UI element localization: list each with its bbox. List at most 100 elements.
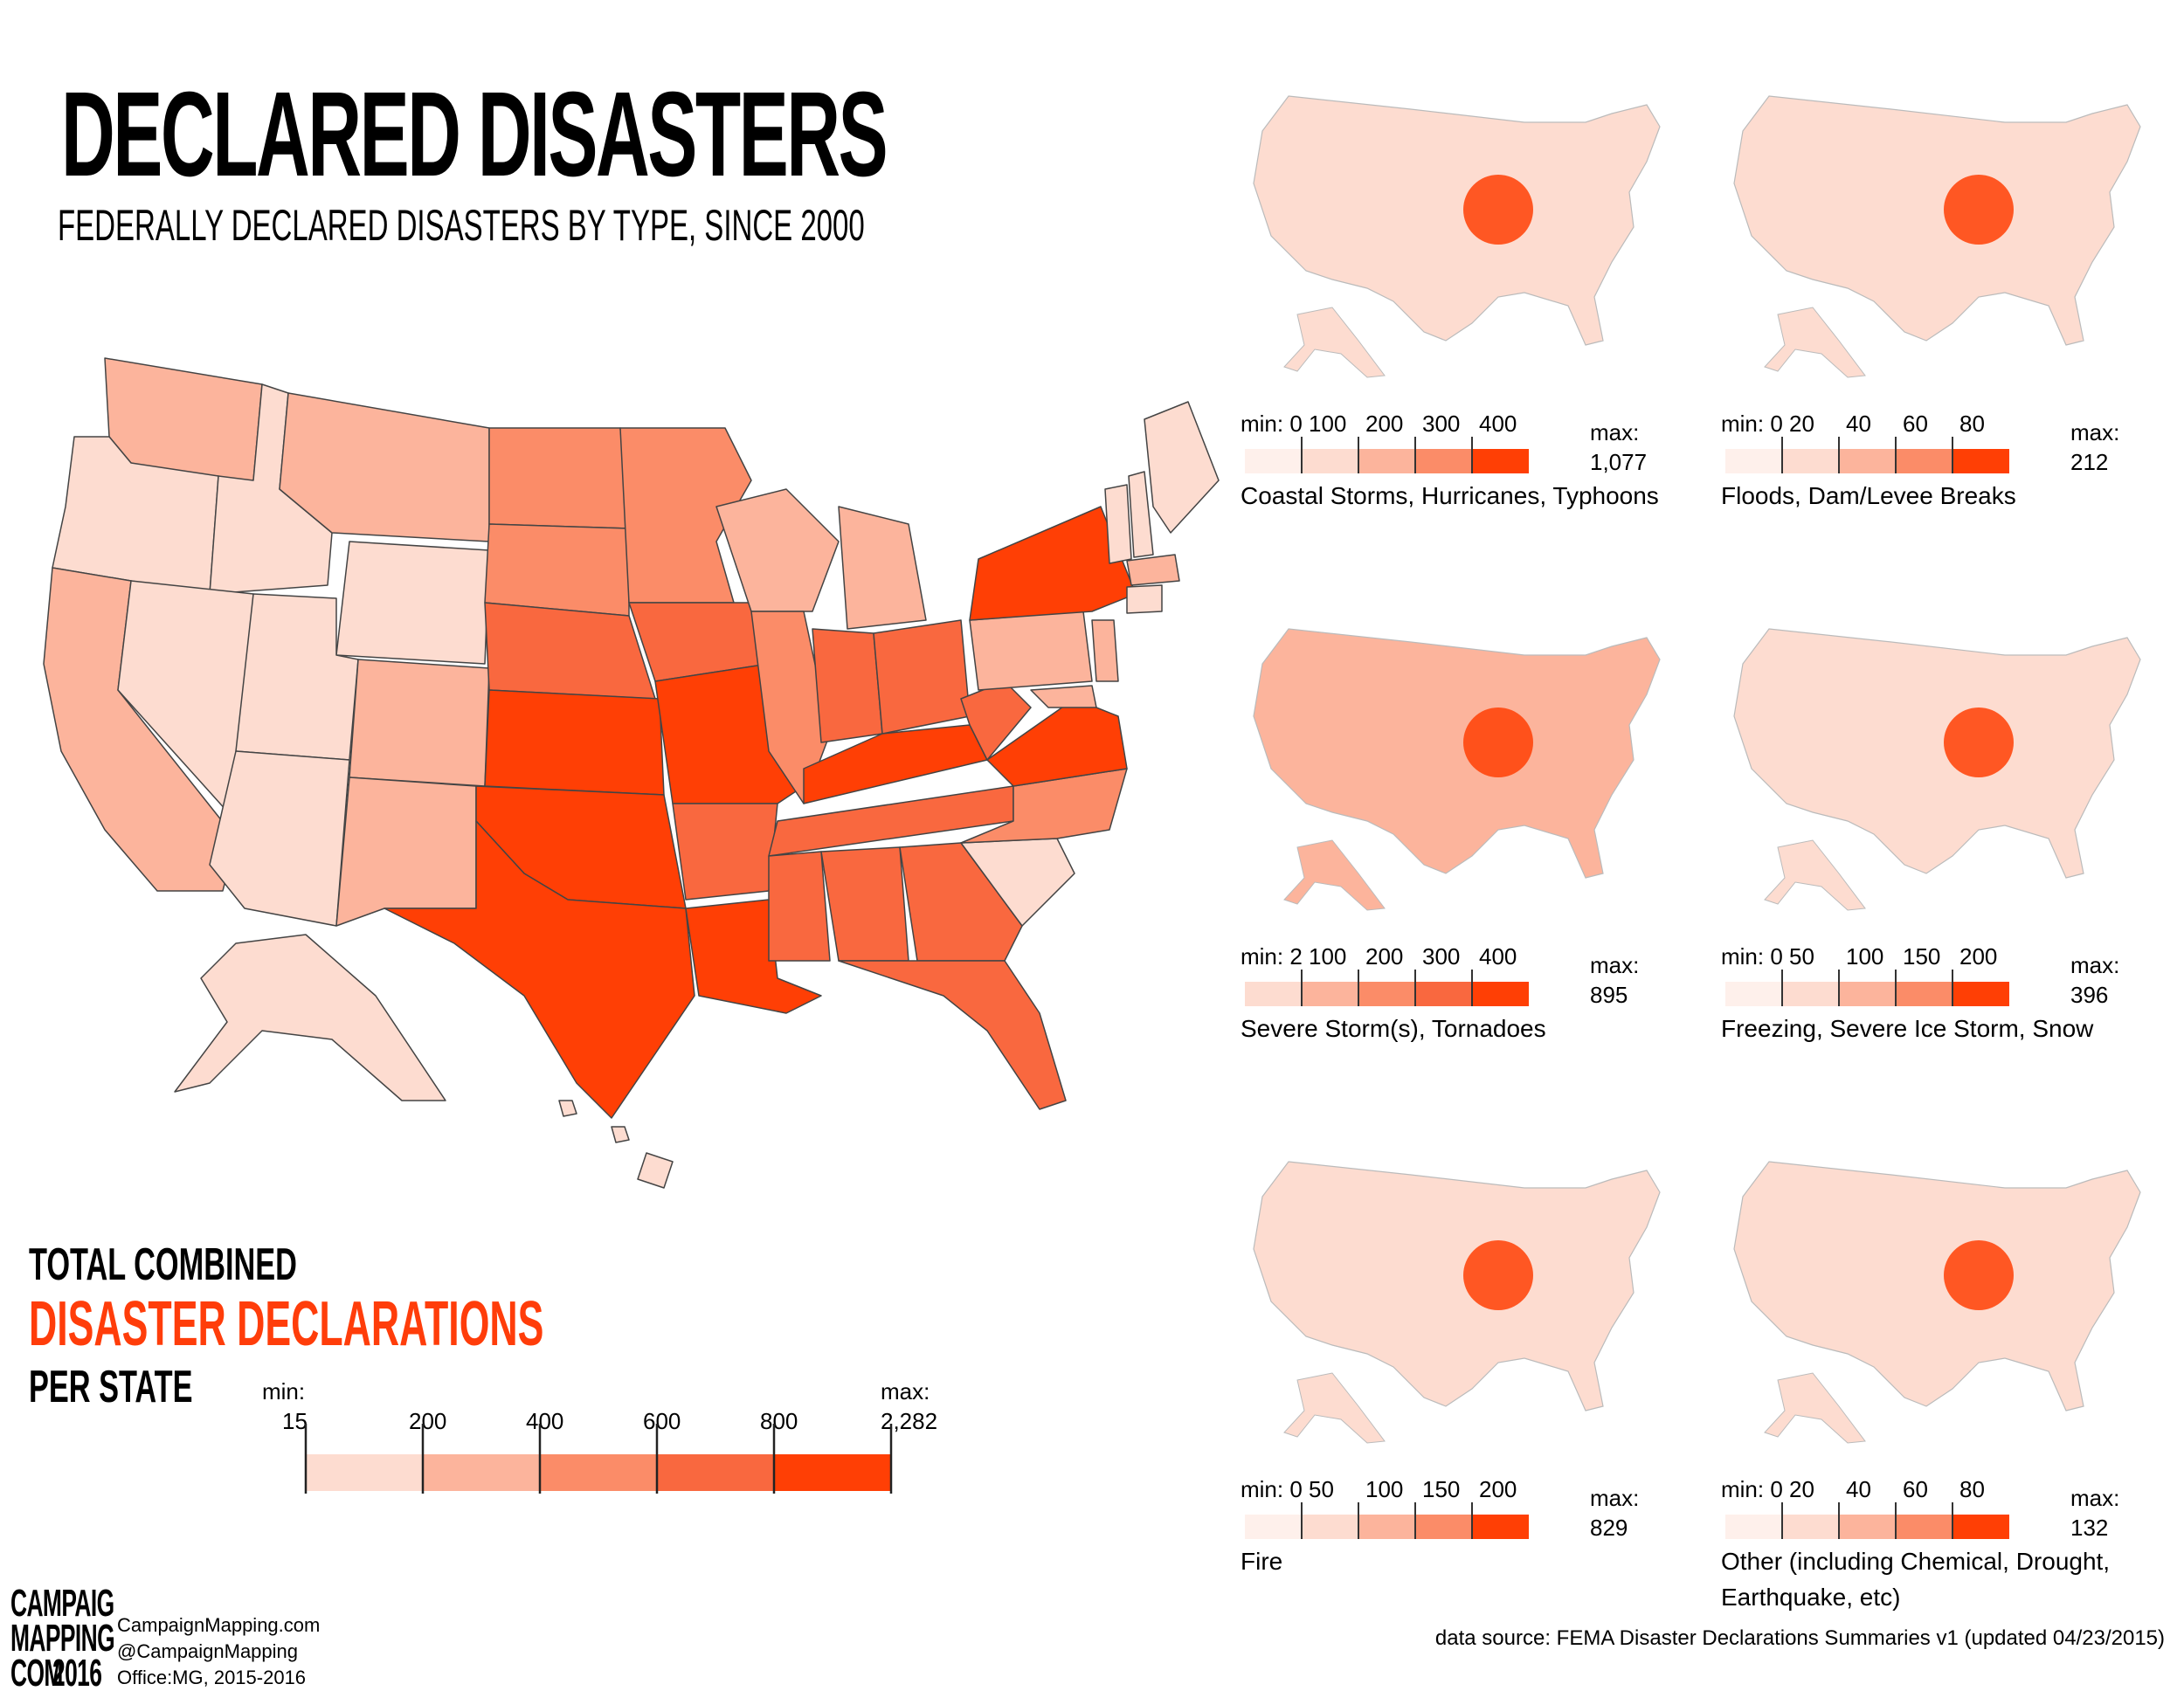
small-map-panel: min: 0 20 40 60 80 max: 212 Floods, Dam/Levee B…	[1712, 79, 2175, 603]
state-new-york	[969, 506, 1137, 621]
state-new-jersey	[1091, 619, 1119, 682]
legend-swatch	[1415, 449, 1472, 473]
credit-office: Office:MG, 2015-2016	[117, 1667, 307, 1688]
legend-tick-label: 20	[1789, 411, 1814, 437]
legend-max-value: 396	[2070, 982, 2109, 1008]
legend-tick-label: 80	[1959, 1476, 1985, 1502]
total-legend-subtitle: PER STATE	[29, 1362, 193, 1412]
state-kansas	[484, 689, 665, 796]
legend-tick-label: 100	[1309, 943, 1347, 970]
total-legend-swatch	[657, 1454, 774, 1491]
legend-tick-label: 300	[1422, 943, 1461, 970]
legend-swatch	[1952, 449, 2009, 473]
legend-tick-label: 40	[1846, 411, 1871, 437]
legend-color-scale	[1725, 1502, 2009, 1539]
state-north-dakota	[488, 427, 630, 529]
state-alaska	[174, 934, 446, 1101]
page-subtitle: FEDERALLY DECLARED DISASTERS BY TYPE, SI…	[58, 201, 865, 250]
legend-swatch	[1896, 982, 1952, 1006]
legend-tick-label: 50	[1309, 1476, 1334, 1502]
state-alaska	[1283, 839, 1386, 911]
legend-max-value: 1,077	[1590, 449, 1648, 475]
legend-swatch	[1725, 449, 1782, 473]
state-vermont	[1104, 484, 1132, 564]
state-massachusetts	[1126, 554, 1180, 586]
legend-tick-label: 80	[1959, 411, 1985, 437]
state-shapes	[1733, 628, 2141, 879]
state-shapes	[1253, 1161, 1661, 1411]
small-us-map	[1253, 628, 1661, 911]
legend-max-label: max:	[2070, 952, 2120, 978]
small-map-title: Severe Storm(s), Tornadoes	[1241, 1015, 1546, 1042]
legend-color-scale	[1245, 970, 1529, 1006]
state-shapes	[1253, 95, 1661, 346]
state-alabama	[820, 846, 909, 962]
total-tick-label: 600	[643, 1408, 681, 1434]
total-legend-swatch	[774, 1454, 891, 1491]
legend-max-value: 212	[2070, 449, 2109, 475]
legend-swatch	[1472, 982, 1529, 1006]
state-alaska	[1283, 307, 1386, 378]
total-legend-swatch	[306, 1454, 423, 1491]
credit-handle: @CampaignMapping	[117, 1640, 299, 1662]
legend-swatch	[1952, 1515, 2009, 1539]
total-legend-highlight: DISASTER DECLARATIONS	[29, 1289, 544, 1359]
state-connecticut	[1126, 584, 1163, 614]
legend-min: min: 0	[1721, 943, 1783, 970]
legend-swatch	[1725, 982, 1782, 1006]
state-ohio	[873, 619, 971, 735]
legend-swatch	[1839, 449, 1896, 473]
state-georgia	[899, 842, 1023, 962]
small-us-map	[1733, 1161, 2141, 1444]
state-new-hampshire	[1128, 471, 1154, 558]
state-nebraska	[484, 602, 656, 700]
legend-swatch	[1358, 982, 1415, 1006]
total-legend-title: TOTAL COMBINED	[29, 1239, 297, 1290]
legend-tick-label: 150	[1422, 1476, 1461, 1502]
legend-color-scale	[1725, 437, 2009, 473]
total-tick-label: 400	[526, 1408, 564, 1434]
state-utah	[235, 593, 359, 761]
total-legend-swatch	[540, 1454, 657, 1491]
legend-max-label: max:	[1590, 952, 1640, 978]
legend-color-scale	[1245, 437, 1529, 473]
legend-tick-label: 100	[1365, 1476, 1404, 1502]
credit-site: CampaignMapping.com	[117, 1614, 321, 1636]
legend-color-scale	[1725, 970, 2009, 1006]
total-color-scale	[304, 1424, 893, 1494]
state-arkansas	[672, 803, 778, 901]
small-map-panel: min: 0 50 100 150 200 max: 396 Freezing, Severe…	[1712, 611, 2175, 1135]
state-indiana	[812, 628, 883, 743]
high-value-region	[1944, 175, 2014, 245]
legend-tick-label: 200	[1959, 943, 1998, 970]
state-shapes	[1733, 95, 2141, 346]
total-tick-label: 200	[409, 1408, 447, 1434]
total-tick-label: 800	[760, 1408, 798, 1434]
legend-swatch	[1472, 449, 1529, 473]
legend-swatch	[1415, 982, 1472, 1006]
legend-swatch	[1358, 1515, 1415, 1539]
state-alaska	[1283, 1372, 1386, 1444]
legend-tick-label: 20	[1789, 1476, 1814, 1502]
state-wisconsin	[715, 488, 840, 612]
legend-swatch	[1725, 1515, 1782, 1539]
legend-tick-label: 40	[1846, 1476, 1871, 1502]
small-map-panel: min: 2 100 200 300 400 max: 895 Severe Storm(s)…	[1232, 611, 1695, 1135]
logo-line: MAPPING	[10, 1617, 115, 1660]
state-colorado	[349, 659, 490, 787]
legend-swatch	[1896, 1515, 1952, 1539]
legend-max-value: 829	[1590, 1515, 1628, 1541]
high-value-region	[1944, 707, 2014, 777]
logo-line: COM	[10, 1652, 63, 1688]
legend-min: min: 0	[1721, 1476, 1783, 1502]
small-us-map	[1253, 95, 1661, 378]
state-alaska	[1764, 839, 1866, 911]
state-florida	[838, 960, 1067, 1110]
legend-tick-label: 60	[1903, 411, 1928, 437]
legend-tick-label: 100	[1846, 943, 1884, 970]
legend-swatch	[1896, 449, 1952, 473]
state-alaska	[1764, 1372, 1866, 1444]
legend-max-label: max:	[2070, 419, 2120, 445]
small-us-map	[1733, 95, 2141, 378]
page-title: DECLARED DISASTERS	[61, 67, 888, 202]
